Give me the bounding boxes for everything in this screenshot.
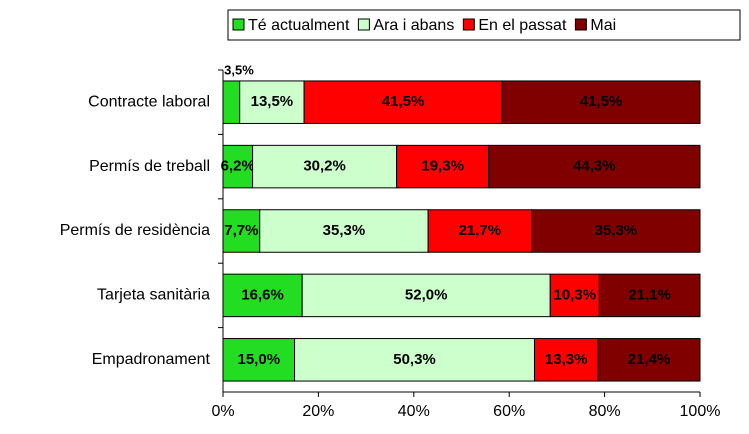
data-label: 50,3% (393, 351, 436, 368)
bar-segment (222, 338, 296, 382)
data-label: 21,4% (628, 351, 671, 368)
x-tick-label: 100% (680, 403, 721, 420)
legend-label: Té actualment (248, 17, 350, 34)
legend-box (227, 9, 741, 41)
bar-segment (549, 273, 600, 318)
bar-segment (396, 144, 490, 189)
bar-segment (294, 338, 535, 382)
bar-segment (533, 338, 599, 382)
bar-segment (222, 80, 241, 124)
data-label: 21,7% (459, 222, 502, 239)
bar-segment (301, 273, 551, 318)
x-tick-label: 0% (211, 403, 234, 420)
x-tick-label: 80% (589, 403, 621, 420)
data-label: 19,3% (421, 158, 464, 175)
y-tick-label: Empadronament (92, 351, 211, 368)
data-label: 35,3% (595, 222, 638, 239)
x-tick-label: 40% (398, 403, 430, 420)
bar-segment (222, 144, 254, 189)
data-label: 7,7% (224, 222, 258, 239)
legend-label: Mai (590, 17, 616, 34)
data-label: 6,2% (221, 158, 255, 175)
bar-segment (501, 80, 701, 124)
x-tick-label: 20% (302, 403, 334, 420)
data-label: 44,3% (573, 158, 616, 175)
bar-segment (252, 144, 398, 189)
data-label: 52,0% (405, 286, 448, 303)
bar-segment (427, 209, 533, 253)
y-tick-label: Tarjeta sanitària (97, 287, 210, 304)
y-tick-label: Contracte laboral (88, 93, 210, 110)
data-label: 13,3% (545, 351, 588, 368)
bar-segment (531, 209, 701, 253)
legend-swatch (462, 18, 475, 31)
legend-label: Ara i abans (373, 17, 454, 34)
x-tick-label: 60% (493, 403, 525, 420)
data-label: 41,5% (580, 93, 623, 110)
data-label: 21,1% (628, 286, 671, 303)
y-tick-label: Permís de treball (89, 158, 210, 175)
data-label: 13,5% (251, 93, 294, 110)
bar-segment (303, 80, 503, 124)
y-tick-label: Permís de residència (60, 222, 210, 239)
data-label: 15,0% (238, 351, 281, 368)
data-label: 35,3% (323, 222, 366, 239)
data-label: 10,3% (554, 286, 597, 303)
data-label: 16,6% (241, 286, 284, 303)
bar-segment (597, 338, 701, 382)
data-label: 30,2% (303, 158, 346, 175)
bar-segment (222, 273, 303, 318)
data-label: 41,5% (382, 93, 425, 110)
data-label: 3,5% (224, 62, 254, 77)
bar-segment (488, 144, 701, 189)
legend-swatch (357, 18, 370, 31)
bar-segment (259, 209, 429, 253)
legend-label: En el passat (478, 17, 567, 34)
legend-swatch (232, 18, 245, 31)
bar-segment (598, 273, 701, 318)
legend-swatch (574, 18, 587, 31)
